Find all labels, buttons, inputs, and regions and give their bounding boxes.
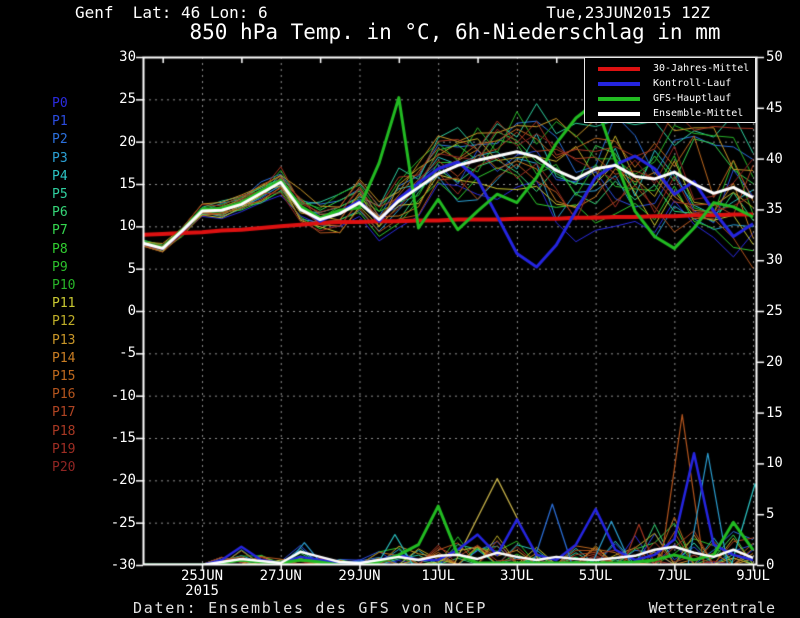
ensemble-member-label: P19: [52, 441, 76, 457]
ensemble-member-label: P20: [52, 460, 76, 475]
station-info: Genf Lat: 46 Lon: 6: [75, 3, 268, 22]
temp-tick-label: 0: [127, 303, 136, 319]
temp-tick-label: -20: [110, 472, 136, 489]
legend-item: Ensemble-Mittel: [585, 106, 755, 121]
precip-tick-label: 20: [766, 353, 783, 370]
precip-tick-label: 15: [766, 404, 783, 421]
date-tick-label: 7JUL: [657, 568, 692, 584]
legend-item: Kontroll-Lauf: [585, 76, 755, 91]
ensemble-member-label: P8: [52, 241, 68, 257]
ensemble-member-label: P17: [52, 405, 76, 421]
temp-tick-label: 5: [127, 260, 136, 277]
ensemble-member-label: P3: [52, 150, 68, 166]
precip-tick-label: 30: [766, 252, 783, 269]
precip-tick-label: 50: [766, 49, 783, 65]
ensemble-member-label: P6: [52, 205, 68, 221]
legend-item: 30-Jahres-Mittel: [585, 61, 755, 76]
date-tick-label: 27JUN: [259, 568, 302, 584]
year-label: 2015: [185, 583, 219, 599]
ensemble-member-label: P15: [52, 369, 76, 384]
precip-tick-label: 45: [766, 99, 783, 116]
ensemble-member-label: P2: [52, 132, 68, 148]
precip-tick-label: 40: [766, 150, 783, 167]
legend: 30-Jahres-Mittel Kontroll-Lauf GFS-Hauptla…: [584, 57, 756, 123]
date-tick-label: 1JUL: [421, 568, 456, 584]
legend-label: 30-Jahres-Mittel: [653, 62, 750, 74]
temp-tick-label: 15: [119, 176, 136, 192]
ensemble-member-label: P1: [52, 114, 68, 130]
ensemble-member-label: P9: [52, 259, 68, 275]
temp-tick-label: 20: [119, 133, 136, 150]
temp-tick-label: -10: [110, 387, 136, 404]
ensemble-member-label: P18: [52, 423, 76, 439]
legend-line-swatch: [598, 96, 640, 101]
ensemble-member-label: P0: [52, 96, 68, 111]
legend-label: Kontroll-Lauf: [653, 77, 732, 89]
legend-line-swatch: [598, 81, 640, 86]
ensemble-member-label: P7: [52, 223, 68, 239]
legend-label: Ensemble-Mittel: [653, 107, 744, 119]
precip-tick-label: 35: [766, 201, 783, 218]
precip-tick-label: 5: [766, 506, 775, 523]
legend-label: GFS-Hauptlauf: [653, 92, 732, 104]
legend-line-swatch: [598, 111, 640, 116]
legend-line-swatch: [598, 66, 640, 71]
date-tick-label: 29JUN: [338, 568, 381, 584]
ensemble-member-label: P14: [52, 350, 76, 366]
precip-tick-label: 25: [766, 303, 783, 319]
ensemble-member-label: P5: [52, 187, 68, 202]
ensemble-member-label: P13: [52, 332, 76, 348]
precip-tick-label: 0: [766, 557, 775, 573]
temp-tick-label: -15: [110, 430, 136, 446]
temp-tick-label: -25: [110, 514, 136, 531]
chart-title: 850 hPa Temp. in °C, 6h-Niederschlag in …: [189, 20, 721, 44]
ensemble-member-label: P12: [52, 314, 76, 330]
ensemble-member-label: P16: [52, 387, 76, 403]
legend-item: GFS-Hauptlauf: [585, 91, 755, 106]
date-tick-label: 3JUL: [500, 568, 534, 584]
precip-tick-label: 10: [766, 455, 783, 472]
brand-wordmark: Wetterzentrale: [648, 599, 775, 617]
date-tick-label: 5JUL: [578, 568, 613, 584]
date-tick-label: 9JUL: [736, 568, 770, 584]
ensemble-member-label: P11: [52, 296, 76, 312]
temp-tick-label: 10: [119, 218, 136, 235]
ensemble-member-label: P10: [52, 278, 76, 293]
temp-tick-label: -5: [119, 345, 136, 362]
data-source-note: Daten: Ensembles des GFS von NCEP: [133, 599, 488, 617]
run-datetime: Tue,23JUN2015 12Z: [546, 3, 710, 22]
date-tick-label: 25JUN: [180, 568, 224, 584]
temp-tick-label: 30: [119, 49, 136, 65]
temp-tick-label: -30: [110, 557, 136, 573]
ensemble-member-label: P4: [52, 168, 68, 184]
temp-tick-label: 25: [119, 91, 136, 108]
